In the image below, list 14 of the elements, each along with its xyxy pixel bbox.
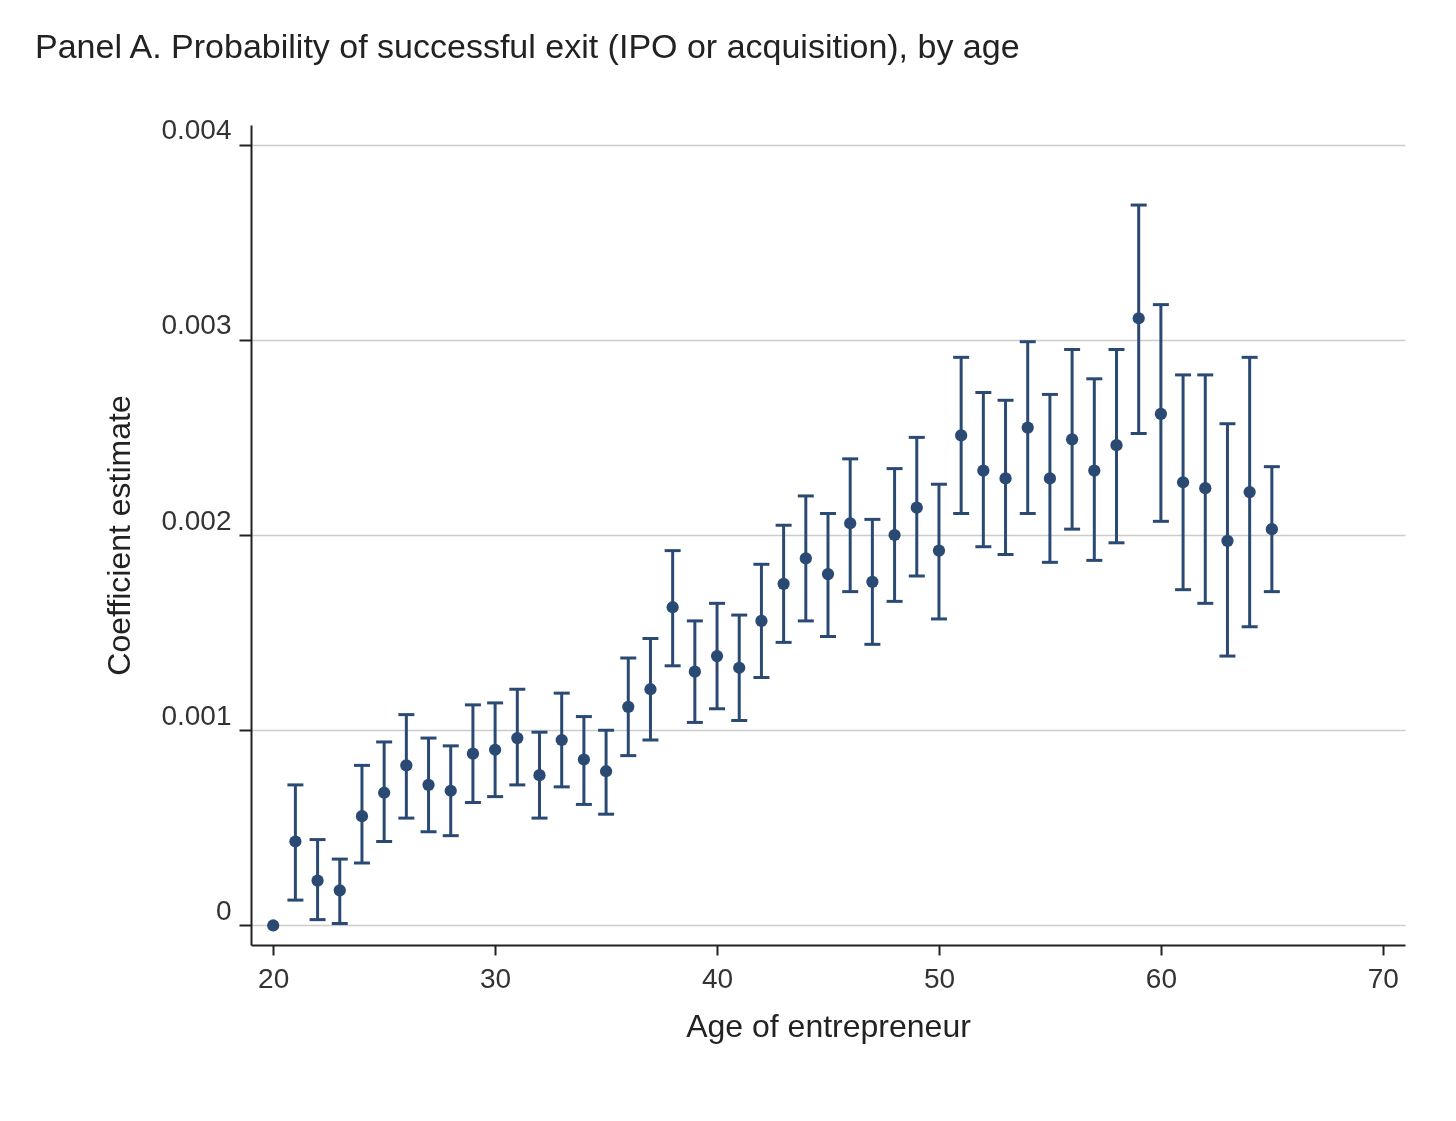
x-tick-label: 40 — [701, 962, 734, 994]
x-tick-label: 20 — [258, 962, 290, 994]
x-tick-label: 50 — [923, 962, 956, 994]
y-axis-title: Coefficient estimate — [101, 395, 138, 676]
y-tick-label: 0 — [215, 894, 232, 926]
chart-title: Panel A. Probability of successful exit (IPO or acquisition), by age — [35, 26, 1020, 65]
x-tick-label: 60 — [1145, 962, 1177, 994]
y-tick-label: 0.001 — [161, 699, 232, 731]
y-tick-label: 0.004 — [161, 114, 232, 146]
y-tick-label: 0.003 — [161, 309, 232, 341]
x-axis-title: Age of entrepreneur — [686, 1007, 972, 1044]
x-tick-label: 70 — [1367, 962, 1399, 994]
x-tick-label: 30 — [480, 962, 512, 994]
y-tick-label: 0.002 — [161, 504, 232, 536]
